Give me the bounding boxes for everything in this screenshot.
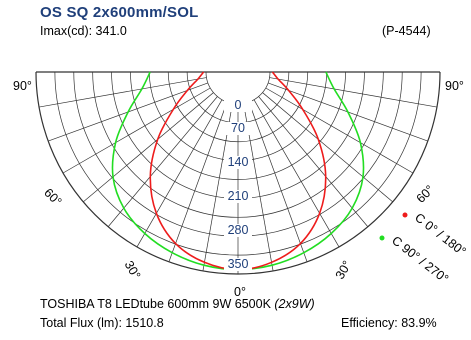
total-flux: Total Flux (lm): 1510.8 [40, 316, 164, 330]
lamp-name: TOSHIBA T8 LEDtube 600mm 9W 6500K [40, 297, 271, 311]
grid-spoke [62, 87, 211, 174]
value-label-280: 280 [228, 223, 249, 237]
value-label-bg [224, 99, 252, 112]
grid-spoke [136, 99, 223, 248]
grid-spoke [262, 92, 393, 203]
grid-spoke [258, 96, 369, 227]
value-label-350: 350 [228, 257, 249, 271]
angle-label: 30° [333, 258, 355, 281]
grid-spoke [253, 99, 340, 248]
angle-label: 0° [234, 285, 246, 299]
lamp-description: TOSHIBA T8 LEDtube 600mm 9W 6500K (2x9W) [40, 297, 315, 311]
value-label-0: 0 [235, 98, 242, 112]
angle-label: 60° [41, 186, 64, 209]
imax-label: Imax(cd): 341.0 [40, 24, 127, 38]
angle-label: 30° [122, 258, 144, 281]
angle-label: 90° [13, 79, 32, 93]
value-label-bg [224, 156, 252, 169]
value-label-bg [224, 122, 252, 135]
lamp-quantity: (2x9W) [274, 297, 315, 311]
angle-label: 90° [445, 79, 464, 93]
chart-title: OS SQ 2x600mm/SOL [40, 4, 199, 21]
legend-c90-marker [379, 235, 385, 241]
value-label-210: 210 [228, 189, 249, 203]
value-label-bg [224, 224, 252, 237]
legend-c0-marker [402, 212, 408, 218]
grid-spoke [39, 77, 207, 108]
value-label-70: 70 [231, 121, 245, 135]
grid-spoke [248, 101, 308, 262]
reference-code: (P-4544) [382, 24, 431, 38]
efficiency: Efficiency: 83.9% [341, 316, 437, 330]
polar-grid [35, 71, 441, 275]
value-label-bg [224, 258, 252, 271]
value-label-140: 140 [228, 155, 249, 169]
grid-spoke [107, 96, 218, 227]
grid-spoke [168, 101, 228, 262]
grid-spoke [269, 77, 437, 108]
angle-label: 60° [414, 183, 437, 206]
grid-spoke [265, 87, 414, 174]
grid-spoke [83, 92, 214, 203]
value-label-bg [224, 190, 252, 203]
